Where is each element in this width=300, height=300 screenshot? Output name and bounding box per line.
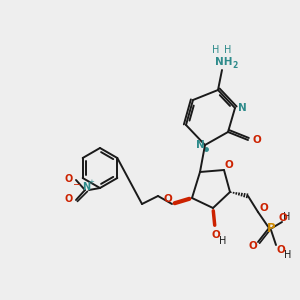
- Text: NH: NH: [215, 57, 233, 67]
- Text: O: O: [253, 135, 261, 145]
- Text: O: O: [225, 160, 233, 170]
- Text: H: H: [219, 236, 227, 246]
- Text: 2: 2: [232, 61, 238, 70]
- Text: N: N: [238, 103, 246, 113]
- Text: N: N: [82, 182, 90, 192]
- Text: H: H: [224, 45, 232, 55]
- Text: O: O: [65, 194, 73, 204]
- Text: O: O: [277, 245, 285, 255]
- Text: H: H: [212, 45, 220, 55]
- Text: O: O: [260, 203, 268, 213]
- Text: −: −: [73, 180, 81, 190]
- Text: O: O: [65, 174, 73, 184]
- Text: +: +: [88, 179, 94, 185]
- Text: H: H: [284, 250, 292, 260]
- Text: O: O: [164, 194, 172, 204]
- Text: N: N: [196, 140, 204, 150]
- Text: O: O: [279, 213, 287, 223]
- Text: P: P: [267, 221, 275, 235]
- Text: H: H: [283, 212, 291, 222]
- Text: O: O: [249, 241, 257, 251]
- Text: O: O: [212, 230, 220, 240]
